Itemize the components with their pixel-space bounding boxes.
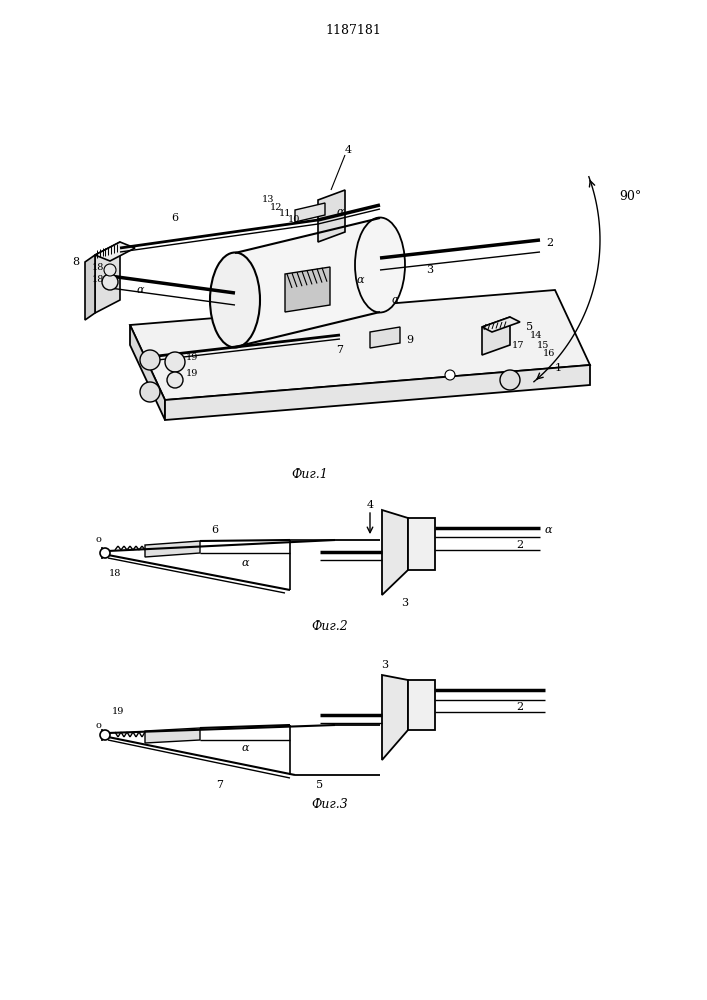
Polygon shape <box>482 317 510 355</box>
Text: 11: 11 <box>279 209 291 218</box>
Polygon shape <box>408 518 435 570</box>
Text: 6: 6 <box>171 213 179 223</box>
Text: 12: 12 <box>270 202 282 212</box>
Polygon shape <box>130 290 590 400</box>
Text: α: α <box>544 525 551 535</box>
Polygon shape <box>285 267 330 312</box>
Text: o: o <box>95 536 101 544</box>
Polygon shape <box>85 255 95 320</box>
Polygon shape <box>482 317 520 332</box>
Text: 19: 19 <box>112 708 124 716</box>
Polygon shape <box>318 190 345 242</box>
Polygon shape <box>145 728 200 743</box>
Ellipse shape <box>355 218 405 312</box>
Circle shape <box>445 370 455 380</box>
Text: 1187181: 1187181 <box>325 23 381 36</box>
Text: 5: 5 <box>527 322 534 332</box>
Polygon shape <box>145 541 200 557</box>
Polygon shape <box>382 510 408 595</box>
Text: α: α <box>136 285 144 295</box>
Text: 14: 14 <box>530 332 542 340</box>
Text: 16: 16 <box>543 349 555 358</box>
Circle shape <box>167 372 183 388</box>
Text: 2: 2 <box>516 702 524 712</box>
Text: 13: 13 <box>262 196 274 205</box>
Circle shape <box>140 382 160 402</box>
Text: 6: 6 <box>211 525 218 535</box>
Text: 18: 18 <box>92 262 104 271</box>
Text: Фиг.2: Фиг.2 <box>312 620 349 634</box>
Text: Фиг.3: Фиг.3 <box>312 798 349 812</box>
Text: 19: 19 <box>186 354 198 362</box>
Text: α: α <box>337 207 344 217</box>
Polygon shape <box>130 325 165 420</box>
Text: 3: 3 <box>402 598 409 608</box>
Circle shape <box>100 730 110 740</box>
Circle shape <box>104 264 116 276</box>
Text: 17: 17 <box>512 342 525 351</box>
Circle shape <box>165 352 185 372</box>
Text: 2: 2 <box>516 540 524 550</box>
Polygon shape <box>235 218 380 347</box>
Ellipse shape <box>210 252 260 348</box>
Text: 4: 4 <box>366 500 373 510</box>
Polygon shape <box>382 675 408 760</box>
Polygon shape <box>165 365 590 420</box>
Text: 3: 3 <box>426 265 433 275</box>
Circle shape <box>100 548 110 558</box>
Text: 8: 8 <box>72 257 80 267</box>
Text: α: α <box>356 275 363 285</box>
Text: α: α <box>241 558 249 568</box>
Text: 90°: 90° <box>619 190 641 204</box>
Polygon shape <box>408 680 435 730</box>
Polygon shape <box>95 242 120 313</box>
Text: α: α <box>391 295 399 305</box>
Text: 19: 19 <box>186 369 198 378</box>
Text: 2: 2 <box>547 238 554 248</box>
Text: 18: 18 <box>92 275 104 284</box>
Circle shape <box>140 350 160 370</box>
Polygon shape <box>295 203 325 222</box>
Text: 4: 4 <box>344 145 351 155</box>
Text: 18: 18 <box>109 568 121 578</box>
Text: 15: 15 <box>537 340 549 350</box>
Text: 10: 10 <box>288 215 300 224</box>
Polygon shape <box>370 327 400 348</box>
Circle shape <box>102 274 118 290</box>
Text: 1: 1 <box>554 363 561 373</box>
Text: o: o <box>95 720 101 730</box>
Polygon shape <box>95 242 135 261</box>
Text: 3: 3 <box>382 660 389 670</box>
Text: α: α <box>241 743 249 753</box>
Circle shape <box>500 370 520 390</box>
Text: 7: 7 <box>337 345 344 355</box>
Text: 9: 9 <box>407 335 414 345</box>
Text: 5: 5 <box>317 780 324 790</box>
Text: 7: 7 <box>216 780 223 790</box>
Text: Фиг.1: Фиг.1 <box>291 468 328 482</box>
